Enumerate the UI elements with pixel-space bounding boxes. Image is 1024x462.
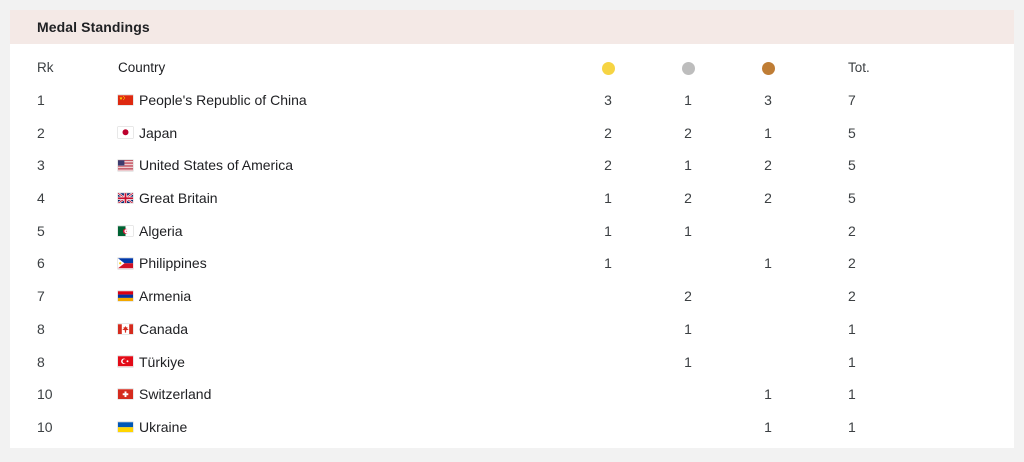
gold-cell: 2 [604,157,612,174]
bronze-cell: 1 [764,255,772,272]
country-name: Armenia [139,288,192,305]
country-name: Philippines [139,255,207,272]
silver-cell: 2 [684,190,692,207]
country-name: Great Britain [139,190,218,207]
bronze-cell: 1 [764,386,772,403]
silver-cell: 2 [684,124,692,141]
medal-standings-table: Rk Country Tot. 1 People's Republic of C… [10,44,1014,443]
gold-cell: 2 [604,124,612,141]
table-row[interactable]: 8 Canada 1 1 [10,313,1014,346]
bronze-medal-icon [728,60,808,75]
country-cell: Armenia [118,288,568,304]
rank-cell: 5 [37,222,45,239]
silver-medal-icon [648,60,728,75]
flag-icon-gbr [118,192,133,204]
rank-cell: 8 [37,320,45,337]
total-cell: 5 [848,124,856,141]
country-name: People's Republic of China [139,92,307,109]
flag-icon-arm [118,291,133,302]
bronze-cell: 1 [764,418,772,435]
silver-cell: 1 [684,222,692,239]
table-header-row: Rk Country Tot. [10,51,1014,84]
flag-icon-chn [118,95,133,106]
country-cell: Japan [118,125,568,141]
country-cell: Ukraine [118,419,568,435]
rank-column-header: Rk [37,59,54,75]
country-name: Switzerland [139,386,212,403]
silver-cell: 1 [684,320,692,337]
table-row[interactable]: 1 People's Republic of China 3 1 3 7 [10,84,1014,117]
medal-standings-card: Medal Standings Rk Country Tot. 1 People… [10,10,1014,448]
gold-cell: 1 [604,222,612,239]
country-cell: Switzerland [118,386,568,402]
flag-icon-jpn [118,127,133,138]
card-header: Medal Standings [10,10,1014,44]
country-name: Japan [139,124,178,141]
rank-cell: 4 [37,190,45,207]
table-row[interactable]: 6 Philippines 1 1 2 [10,247,1014,280]
country-column-header: Country [118,59,166,75]
gold-medal-icon [568,60,648,75]
table-row[interactable]: 4 Great Britain 1 2 2 5 [10,182,1014,215]
total-cell: 2 [848,222,856,239]
country-cell: Algeria [118,223,568,239]
country-cell: People's Republic of China [118,92,568,108]
rank-cell: 10 [37,418,53,435]
gold-cell: 1 [604,190,612,207]
flag-icon-phi [118,258,133,269]
country-name: Canada [139,320,189,337]
country-name: Algeria [139,222,183,239]
total-cell: 1 [848,386,856,403]
total-cell: 2 [848,255,856,272]
total-cell: 1 [848,418,856,435]
flag-icon-sui [118,389,133,400]
flag-icon-usa [118,160,133,171]
silver-cell: 1 [684,157,692,174]
table-row[interactable]: 3 United States of America 2 1 2 5 [10,149,1014,182]
table-row[interactable]: 10 Ukraine 1 1 [10,411,1014,444]
flag-icon-alg [118,225,133,236]
rank-cell: 6 [37,255,45,272]
country-name: United States of America [139,157,294,174]
bronze-cell: 3 [764,92,772,109]
total-cell: 2 [848,288,856,305]
flag-icon-tur [118,356,133,367]
silver-cell: 1 [684,92,692,109]
card-title: Medal Standings [37,19,150,35]
rank-cell: 2 [37,124,45,141]
table-row[interactable]: 7 Armenia 2 2 [10,280,1014,313]
total-cell: 5 [848,190,856,207]
country-cell: Türkiye [118,354,568,370]
country-cell: Great Britain [118,190,568,206]
table-row[interactable]: 5 Algeria 1 1 2 [10,214,1014,247]
rank-cell: 1 [37,92,45,109]
country-cell: Canada [118,321,568,337]
country-name: Ukraine [139,418,188,435]
total-column-header: Tot. [848,59,870,75]
country-cell: United States of America [118,157,568,173]
bronze-cell: 1 [764,124,772,141]
total-cell: 1 [848,320,856,337]
gold-cell: 1 [604,255,612,272]
rank-cell: 7 [37,288,45,305]
gold-cell: 3 [604,92,612,109]
table-row[interactable]: 2 Japan 2 2 1 5 [10,116,1014,149]
total-cell: 5 [848,157,856,174]
country-name: Türkiye [139,353,185,370]
table-row[interactable]: 10 Switzerland 1 1 [10,378,1014,411]
total-cell: 7 [848,92,856,109]
table-row[interactable]: 8 Türkiye 1 1 [10,345,1014,378]
rank-cell: 8 [37,353,45,370]
rank-cell: 3 [37,157,45,174]
silver-cell: 1 [684,353,692,370]
flag-icon-can [118,323,133,334]
silver-cell: 2 [684,288,692,305]
rank-cell: 10 [37,386,53,403]
country-cell: Philippines [118,255,568,271]
bronze-cell: 2 [764,157,772,174]
bronze-cell: 2 [764,190,772,207]
total-cell: 1 [848,353,856,370]
flag-icon-ukr [118,421,133,432]
